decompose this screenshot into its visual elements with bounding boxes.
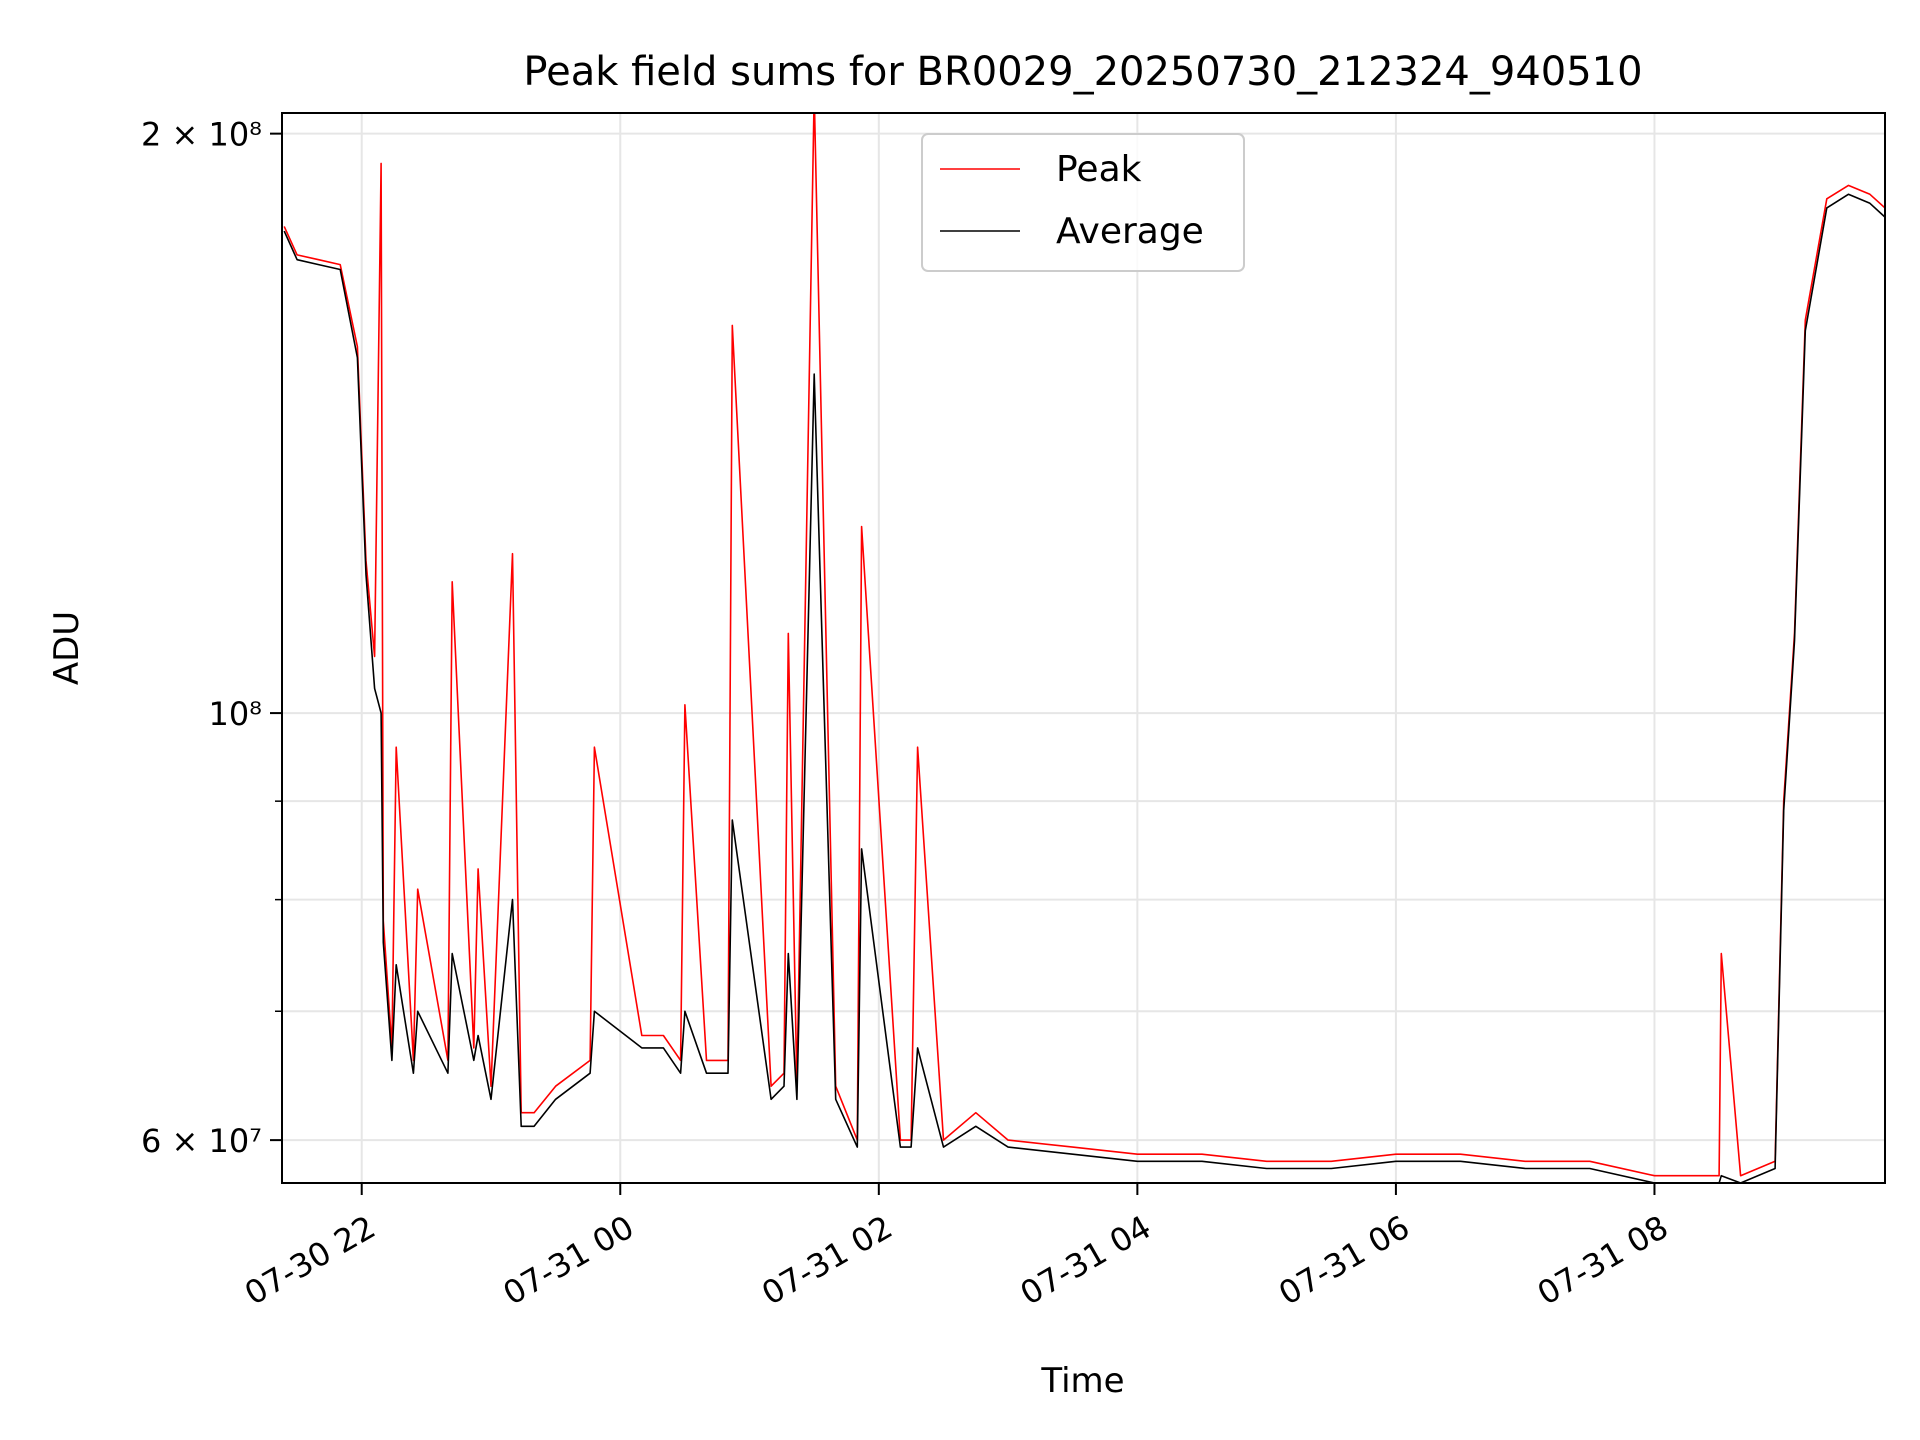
series-line-average	[283, 193, 1885, 1183]
legend-label-peak: Peak	[1056, 149, 1142, 190]
x-axis-title: Time	[1040, 1361, 1124, 1401]
grid-layer	[282, 113, 1885, 1183]
y-tick-label: 10⁸	[208, 695, 262, 733]
y-tick-label: 6 × 10⁷	[141, 1122, 262, 1160]
plot-area	[283, 113, 1885, 1183]
legend: Peak Average	[921, 133, 1245, 272]
y-axis: 6 × 10⁷ 10⁸ 2 × 10⁸	[141, 116, 282, 1160]
plot-frame	[281, 112, 1886, 1184]
legend-label-average: Average	[1056, 211, 1204, 252]
series-layer	[283, 113, 1885, 1183]
y-axis-title: ADU	[47, 611, 87, 685]
series-line-peak	[283, 113, 1885, 1177]
chart-title: Peak field sums for BR0029_20250730_2123…	[523, 49, 1642, 95]
y-tick-label: 2 × 10⁸	[141, 116, 262, 154]
